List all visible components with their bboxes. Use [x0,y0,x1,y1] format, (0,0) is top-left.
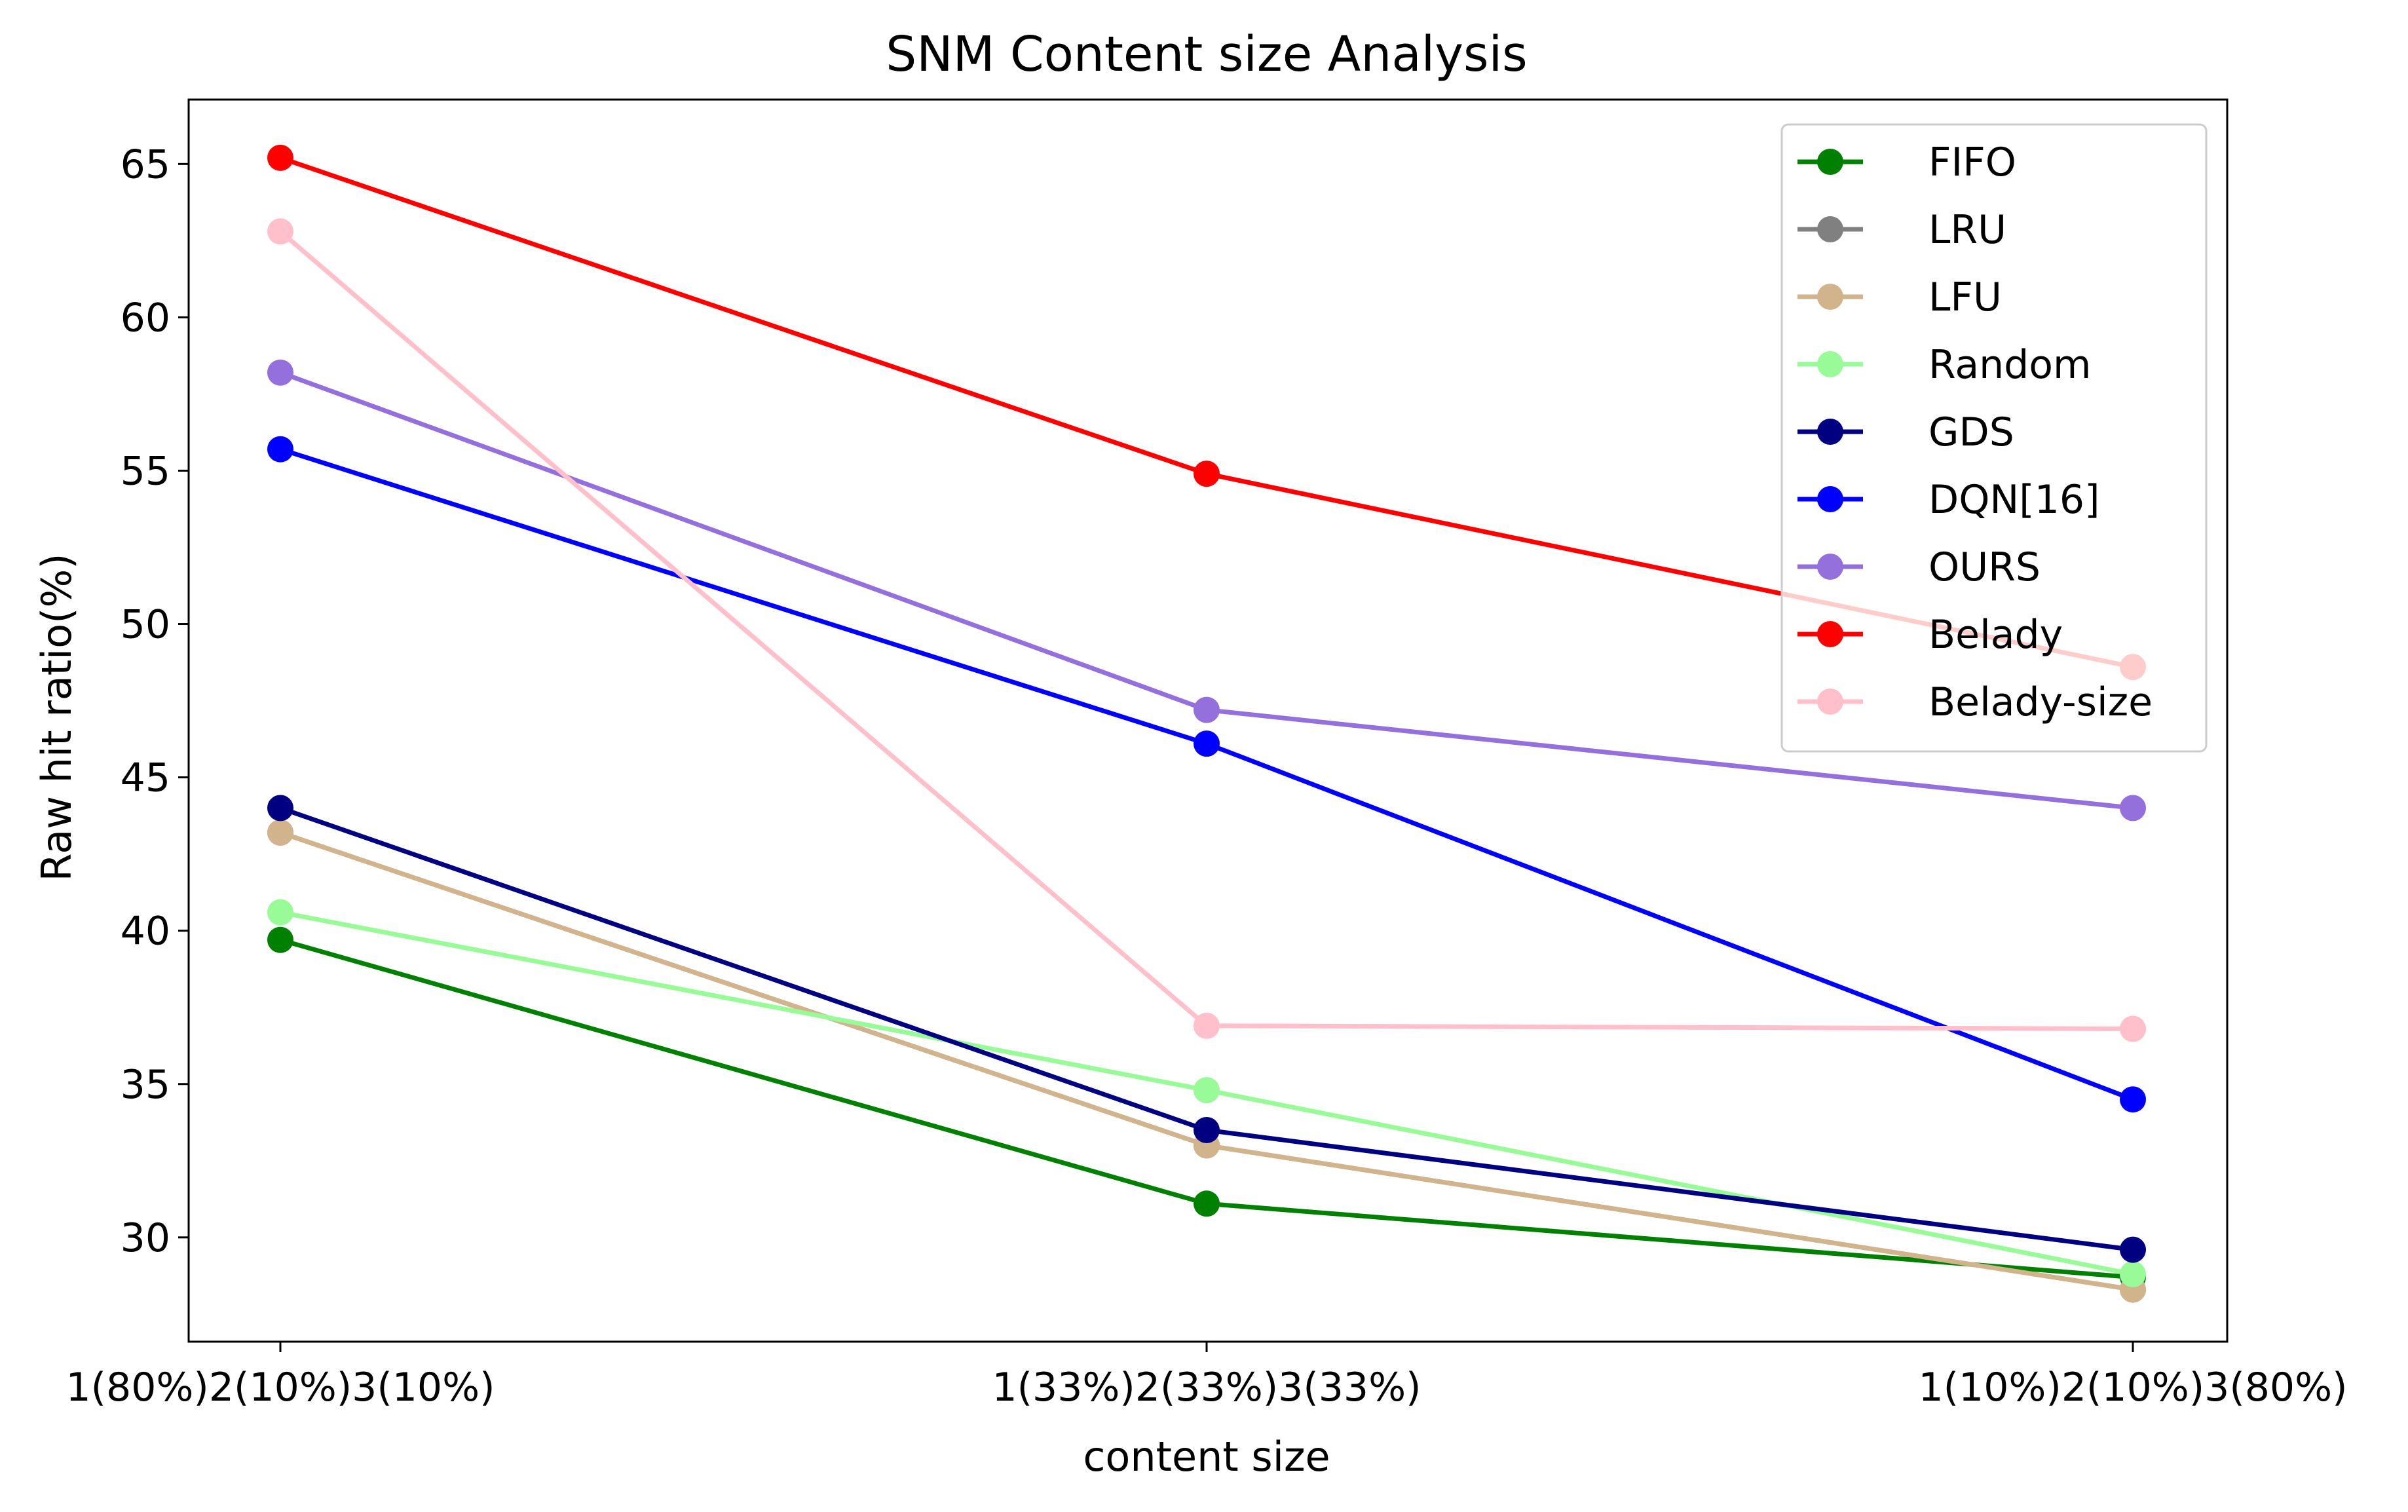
data-point [1194,696,1220,723]
legend-label: LRU [1928,207,2006,253]
x-tick-label: 1(10%)2(10%)3(80%) [1918,1365,2347,1410]
data-point [267,926,293,953]
legend-marker [1817,351,1843,377]
legend-marker [1817,149,1843,175]
y-tick-label: 45 [121,755,170,801]
legend-label: Belady [1928,612,2063,658]
y-tick-label: 60 [121,295,170,341]
data-point [1194,1077,1220,1104]
data-point [2120,1086,2146,1113]
legend-label: DQN[16] [1928,477,2099,523]
data-point [267,819,293,846]
legend-item: FIFO [1797,140,2016,185]
data-point [2120,1261,2146,1287]
legend-item: Belady [1797,612,2063,658]
series-dqn-16- [267,436,2146,1113]
y-tick-label: 65 [121,142,170,187]
legend-marker [1817,621,1843,647]
legend-label: FIFO [1928,140,2016,185]
axes: 30 35 40 45 50 55 60 65 1(80%)2(10%)3(10%) 1(33%)… [66,98,2348,1410]
legend-item: DQN[16] [1797,477,2099,523]
series-ours [267,359,2146,822]
data-point [267,144,293,171]
data-point [267,359,293,386]
data-point [267,436,293,463]
data-point [2120,1236,2146,1263]
x-tick-label: 1(80%)2(10%)3(10%) [66,1365,495,1410]
data-point [267,795,293,822]
legend-item: OURS [1797,544,2041,590]
y-axis-label: Raw hit ratio(%) [33,554,81,882]
y-tick-label: 30 [121,1215,170,1261]
legend-marker [1817,554,1843,580]
legend-item: LFU [1797,274,2002,320]
y-tick-label: 35 [121,1062,170,1108]
legend-marker [1817,284,1843,310]
legend: FIFO LRU LFU Random GDS DQN[16] OURS Belady Bela… [1780,123,2208,753]
data-point [2120,795,2146,822]
plot-frame [187,98,2229,1343]
y-tick-label: 55 [121,448,170,494]
data-point [1194,461,1220,487]
legend-item: Random [1797,342,2091,388]
data-point [267,899,293,926]
x-tick-label: 1(33%)2(33%)3(33%) [992,1365,1421,1410]
legend-marker [1817,419,1843,445]
legend-label: GDS [1928,409,2014,455]
legend-box [1780,123,2208,753]
legend-label: OURS [1928,544,2041,590]
legend-label: LFU [1928,274,2002,320]
chart-title: SNM Content size Analysis [886,26,1527,83]
legend-marker [1817,216,1843,242]
series-random [267,899,2146,1287]
legend-label: Belady-size [1928,679,2153,725]
y-tick-label: 40 [121,909,170,954]
legend-item: LRU [1797,207,2006,253]
legend-item: Belady-size [1797,679,2153,725]
series-gds [267,795,2146,1263]
legend-marker [1817,486,1843,512]
data-point [2120,1015,2146,1042]
data-point [267,218,293,245]
data-point [1194,1012,1220,1039]
y-tick-label: 50 [121,602,170,648]
legend-item: GDS [1797,409,2014,455]
x-axis-label: content size [1083,1433,1330,1481]
data-point [1194,730,1220,757]
legend-marker [1817,689,1843,715]
legend-label: Random [1928,342,2091,388]
data-point [1194,1117,1220,1143]
series-belady-size [267,218,2146,1042]
data-point [1194,1190,1220,1217]
